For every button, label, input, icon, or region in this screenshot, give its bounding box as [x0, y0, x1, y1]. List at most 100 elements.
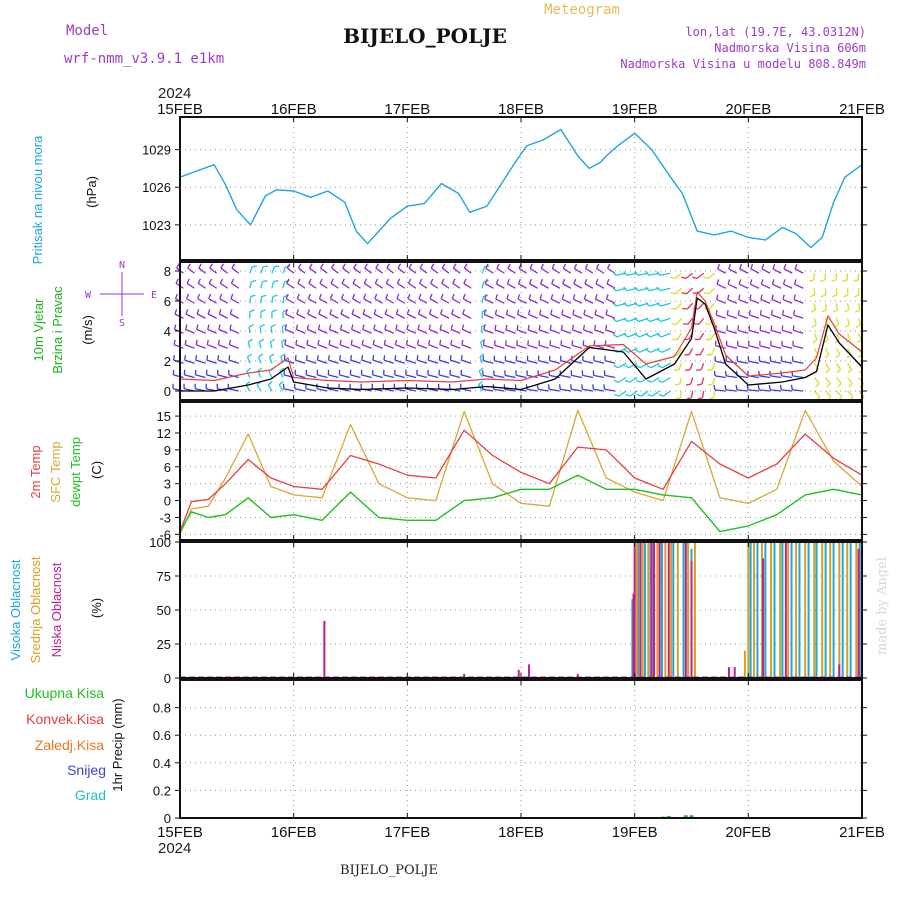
wind-barb [715, 329, 726, 334]
wind-barb [494, 344, 505, 349]
wind-barb [342, 267, 350, 274]
wind-barb-flag [219, 278, 224, 284]
wind-barb [405, 359, 417, 364]
wind-barb [452, 282, 461, 289]
wind-barb-flag [516, 324, 519, 330]
wind-barb-flag [635, 364, 641, 369]
wind-barb-flag [550, 309, 553, 315]
wind-barb [650, 362, 660, 369]
wind-barb-flag [482, 340, 485, 346]
wind-barb [271, 281, 275, 289]
wind-barb [271, 266, 275, 274]
wind-barb-flag [495, 294, 498, 300]
wind-barb [341, 298, 350, 304]
wind-barb-flag [284, 324, 288, 330]
wind-barb [551, 267, 561, 274]
wind-barb [561, 313, 572, 319]
wind-barb [698, 317, 705, 325]
wind-barb [813, 390, 821, 398]
wind-barb-flag [228, 355, 231, 361]
wind-barb [650, 347, 660, 353]
wind-barb-flag [462, 293, 466, 299]
footer-station: BIJELO_POLJE [340, 863, 438, 878]
precip-bar [683, 815, 688, 818]
wind-barb-flag [285, 309, 288, 315]
cloud-ylabel-2: Srednja Oblacnost [28, 556, 43, 663]
wind-barb-flag [538, 324, 541, 330]
wind-barb-flag [175, 278, 179, 284]
wind-barb [406, 328, 417, 334]
wind-barb-flag [305, 355, 308, 361]
wind-barb-flag [549, 340, 552, 346]
wind-barb-flag [307, 293, 311, 299]
wind-barb-flag [396, 278, 401, 284]
wind-barb [482, 374, 494, 379]
wind-barb [595, 298, 605, 304]
wind-barb [249, 266, 253, 274]
wind-barb [316, 388, 328, 392]
wind-barb-flag [847, 368, 853, 374]
wind-barb [716, 314, 726, 319]
wind-barb-flag [331, 263, 335, 269]
wind-barb-flag [572, 309, 575, 315]
wind-barb-flag [195, 339, 198, 345]
wind-barb [282, 281, 286, 289]
precip-ylabel: 1hr Precip (mm) [110, 698, 125, 791]
wind-barb-flag [247, 338, 253, 343]
wind-barb [637, 272, 649, 276]
wind-barb-flag [196, 324, 199, 330]
wind-barb [270, 326, 273, 334]
wind-barb [727, 314, 738, 319]
wind-barb-flag [283, 355, 286, 361]
wind-barb [440, 313, 450, 319]
wind-barb-flag [228, 339, 231, 345]
wind-barb [374, 298, 383, 304]
wind-barb [507, 283, 516, 289]
wind-barb [792, 345, 804, 349]
wind-barb-flag [748, 309, 751, 316]
panel-frame [179, 541, 863, 679]
wind-barb [350, 374, 361, 379]
wind-barb-flag [737, 309, 740, 316]
wind-barb [417, 359, 428, 364]
wind-barb [539, 329, 549, 334]
y-tick-label: 0.2 [153, 783, 171, 798]
wind-barb-flag [855, 324, 861, 328]
wind-barb-flag [317, 339, 320, 345]
wind-barb-flag [173, 324, 177, 330]
wind-barb-flag [185, 293, 190, 299]
wind-barb [792, 375, 804, 379]
wind-barb [428, 344, 439, 349]
wind-barb-flag [418, 278, 423, 284]
wind-barb [258, 341, 262, 349]
wind-barb [429, 313, 439, 319]
wind-barb-flag [218, 324, 221, 330]
wind-barb-flag [306, 324, 310, 330]
wind-barb-flag [656, 286, 661, 292]
wind-barb [708, 287, 716, 295]
wind-barb-flag [279, 367, 285, 372]
wind-barb [361, 374, 372, 379]
wind-barb [198, 267, 206, 274]
wind-barb-flag [428, 309, 432, 315]
wind-barb-flag [646, 364, 652, 369]
wind-barb-flag [692, 276, 698, 280]
wind-barb [759, 389, 771, 392]
wind-barb [219, 282, 229, 289]
wind-barb-flag [441, 278, 445, 284]
wind-barb [571, 388, 582, 392]
wind-barb-flag [257, 367, 263, 372]
wind-barb [185, 313, 195, 319]
wind-barb [260, 296, 263, 304]
wind-barb-flag [686, 396, 692, 400]
wind-barb-flag [372, 355, 375, 361]
wind-barb-flag [342, 263, 346, 269]
wind-barb [383, 374, 394, 379]
wind-barb [615, 272, 627, 276]
wind-barb [675, 287, 682, 295]
wind-barb-flag [682, 307, 688, 310]
wind-barb-flag [318, 309, 322, 315]
wind-barb [526, 388, 538, 392]
wind-barb [278, 384, 284, 392]
wind-barb-flag [417, 309, 421, 315]
